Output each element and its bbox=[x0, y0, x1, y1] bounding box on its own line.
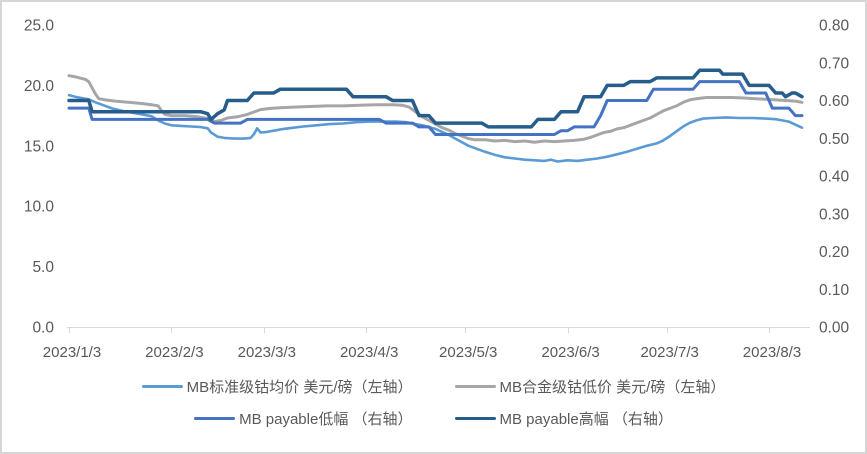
legend-label: MB payable低幅 （右轴） bbox=[239, 411, 413, 428]
x-axis-tick-label: 2023/5/3 bbox=[439, 344, 497, 361]
legend-label: MB合金级钴低价 美元/磅（左轴） bbox=[499, 379, 726, 396]
legend-item-mb-standard-avg[interactable]: MB标准级钴均价 美元/磅（左轴） bbox=[141, 376, 413, 397]
y-axis-left-tick-label: 10.0 bbox=[24, 199, 55, 216]
y-axis-left-tick-label: 25.0 bbox=[24, 18, 55, 35]
y-axis-right-tick-label: 0.70 bbox=[819, 55, 850, 72]
y-axis-left-tick-label: 15.0 bbox=[24, 138, 55, 155]
y-axis-left-tick-label: 5.0 bbox=[32, 259, 54, 276]
y-axis-right-tick-label: 0.40 bbox=[819, 169, 850, 186]
legend-label: MB payable高幅 （右轴） bbox=[499, 411, 673, 428]
plot-area[interactable] bbox=[65, 17, 813, 329]
line-chart-plot[interactable]: 2023/1/3 2023/2/3 2023/3/3 2023/4/3 2023/5/3… bbox=[2, 2, 867, 376]
y-axis-right-tick-label: 0.00 bbox=[819, 320, 850, 337]
series-line-mb-standard-avg[interactable] bbox=[67, 93, 804, 163]
legend-item-mb-alloy-low[interactable]: MB合金级钴低价 美元/磅（左轴） bbox=[454, 376, 726, 397]
chart-legend: MB标准级钴均价 美元/磅（左轴） MB合金级钴低价 美元/磅（左轴） MB pay… bbox=[2, 376, 865, 429]
x-axis-tick-label: 2023/6/3 bbox=[541, 344, 599, 361]
series-line-mb-alloy-low[interactable] bbox=[67, 74, 804, 144]
legend-swatch-mb-standard-avg bbox=[141, 384, 183, 389]
y-axis-right-tick-label: 0.80 bbox=[819, 18, 850, 35]
y-axis-left-tick-label: 20.0 bbox=[24, 78, 55, 95]
y-axis-right-tick-label: 0.10 bbox=[819, 282, 850, 299]
x-axis-tick-label: 2023/2/3 bbox=[145, 344, 203, 361]
legend-row: MB标准级钴均价 美元/磅（左轴） MB合金级钴低价 美元/磅（左轴） bbox=[141, 376, 726, 397]
legend-label: MB标准级钴均价 美元/磅（左轴） bbox=[186, 379, 413, 396]
legend-row: MB payable低幅 （右轴） MB payable高幅 （右轴） bbox=[194, 408, 673, 429]
y-axis-right-tick-label: 0.60 bbox=[819, 93, 850, 110]
y-axis-right-tick-label: 0.30 bbox=[819, 206, 850, 223]
y-axis-left-tick-label: 0.0 bbox=[32, 320, 54, 337]
x-axis-tick-label: 2023/8/3 bbox=[743, 344, 801, 361]
x-axis-tick-label: 2023/3/3 bbox=[238, 344, 296, 361]
y-axis-right-tick-label: 0.20 bbox=[819, 244, 850, 261]
series-line-mb-payable-low[interactable] bbox=[67, 80, 804, 136]
legend-item-mb-payable-low[interactable]: MB payable低幅 （右轴） bbox=[194, 408, 413, 429]
series-line-mb-payable-high[interactable] bbox=[67, 68, 804, 129]
x-axis-tick-label: 2023/7/3 bbox=[640, 344, 698, 361]
x-axis-tick-label: 2023/4/3 bbox=[340, 344, 398, 361]
y-axis-right-tick-label: 0.50 bbox=[819, 131, 850, 148]
legend-item-mb-payable-high[interactable]: MB payable高幅 （右轴） bbox=[454, 408, 673, 429]
x-axis-tick-label: 2023/1/3 bbox=[43, 344, 101, 361]
legend-swatch-mb-payable-high bbox=[454, 416, 496, 421]
legend-swatch-mb-alloy-low bbox=[454, 384, 496, 389]
legend-swatch-mb-payable-low bbox=[194, 416, 236, 421]
